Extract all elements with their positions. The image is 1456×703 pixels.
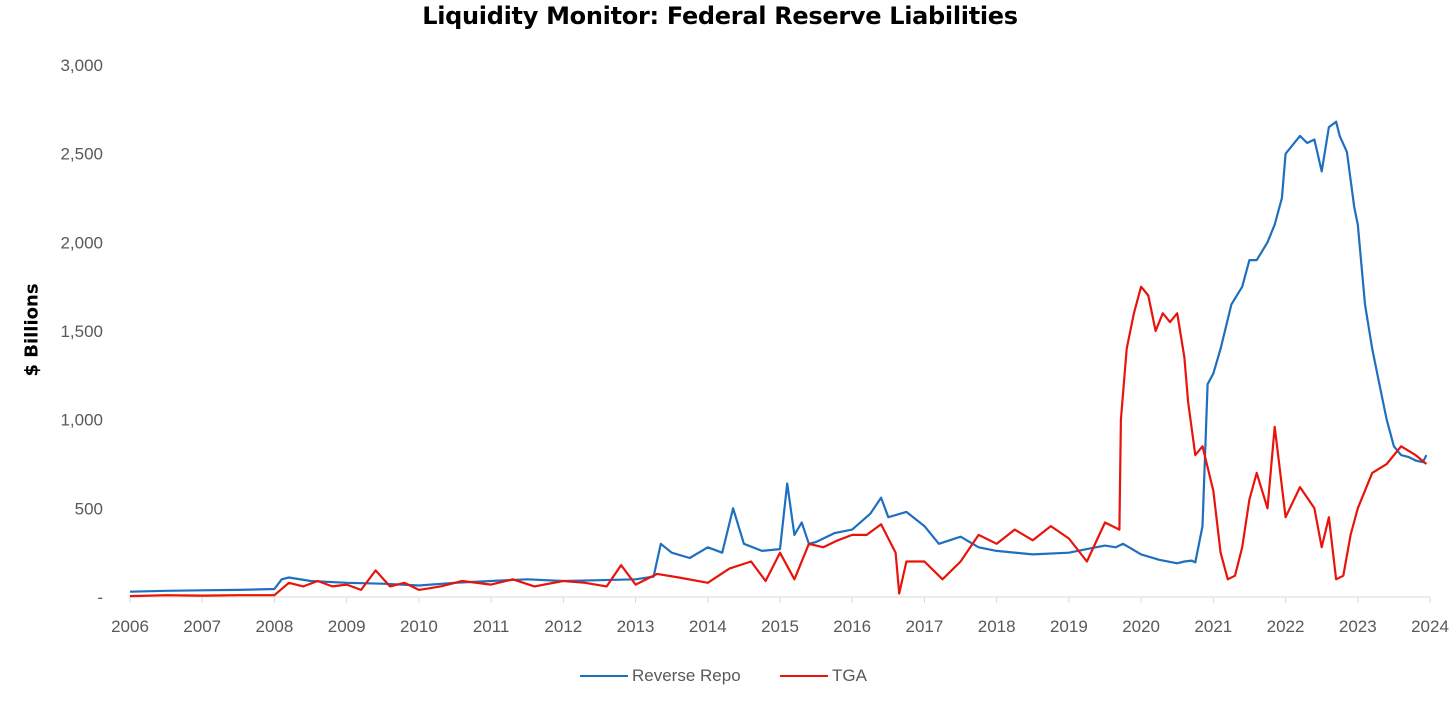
x-tick-label: 2024: [1411, 617, 1449, 636]
legend-item-reverse-repo: Reverse Repo: [580, 664, 741, 688]
chart-title: Liquidity Monitor: Federal Reserve Liabi…: [422, 2, 1018, 30]
x-tick-label: 2016: [833, 617, 871, 636]
x-tick-label: 2011: [473, 617, 510, 636]
legend-item-tga: TGA: [780, 664, 867, 688]
legend-label-tga: TGA: [832, 666, 867, 685]
series-line-tga: [129, 285, 1428, 598]
y-tick-label: 1,000: [60, 411, 103, 430]
series-lines: [129, 120, 1428, 598]
x-tick-label: 2006: [111, 617, 149, 636]
y-tick-label: -: [97, 588, 103, 607]
series-line-reverse-repo: [129, 120, 1428, 593]
y-tick-label: 3,000: [60, 56, 103, 75]
x-tick-labels: 2006 2007 2008 2009 2010 2011 2012 2013 2014 2015…: [111, 597, 1449, 636]
x-tick-label: 2021: [1194, 617, 1232, 636]
legend: Reverse Repo TGA: [0, 664, 1456, 688]
x-tick-label: 2019: [1050, 617, 1088, 636]
y-tick-label: 2,000: [60, 233, 103, 252]
x-tick-label: 2015: [761, 617, 799, 636]
x-tick-label: 2014: [689, 617, 727, 636]
x-tick-label: 2013: [617, 617, 655, 636]
y-tick-label: 500: [75, 499, 103, 518]
y-tick-labels: - 500 1,000 1,500 2,000 2,500 3,000: [60, 56, 103, 607]
x-tick-label: 2007: [183, 617, 221, 636]
x-tick-label: 2010: [400, 617, 438, 636]
legend-label-reverse-repo: Reverse Repo: [632, 666, 741, 685]
x-tick-label: 2009: [328, 617, 366, 636]
x-tick-label: 2018: [978, 617, 1016, 636]
y-tick-label: 1,500: [60, 322, 103, 341]
x-tick-label: 2020: [1122, 617, 1160, 636]
legend-swatch-reverse-repo: [580, 675, 628, 677]
y-tick-label: 2,500: [60, 145, 103, 164]
x-tick-label: 2022: [1267, 617, 1305, 636]
x-tick-label: 2017: [906, 617, 944, 636]
x-tick-label: 2012: [544, 617, 582, 636]
x-tick-label: 2023: [1339, 617, 1377, 636]
legend-swatch-tga: [780, 675, 828, 677]
x-tick-label: 2008: [256, 617, 294, 636]
